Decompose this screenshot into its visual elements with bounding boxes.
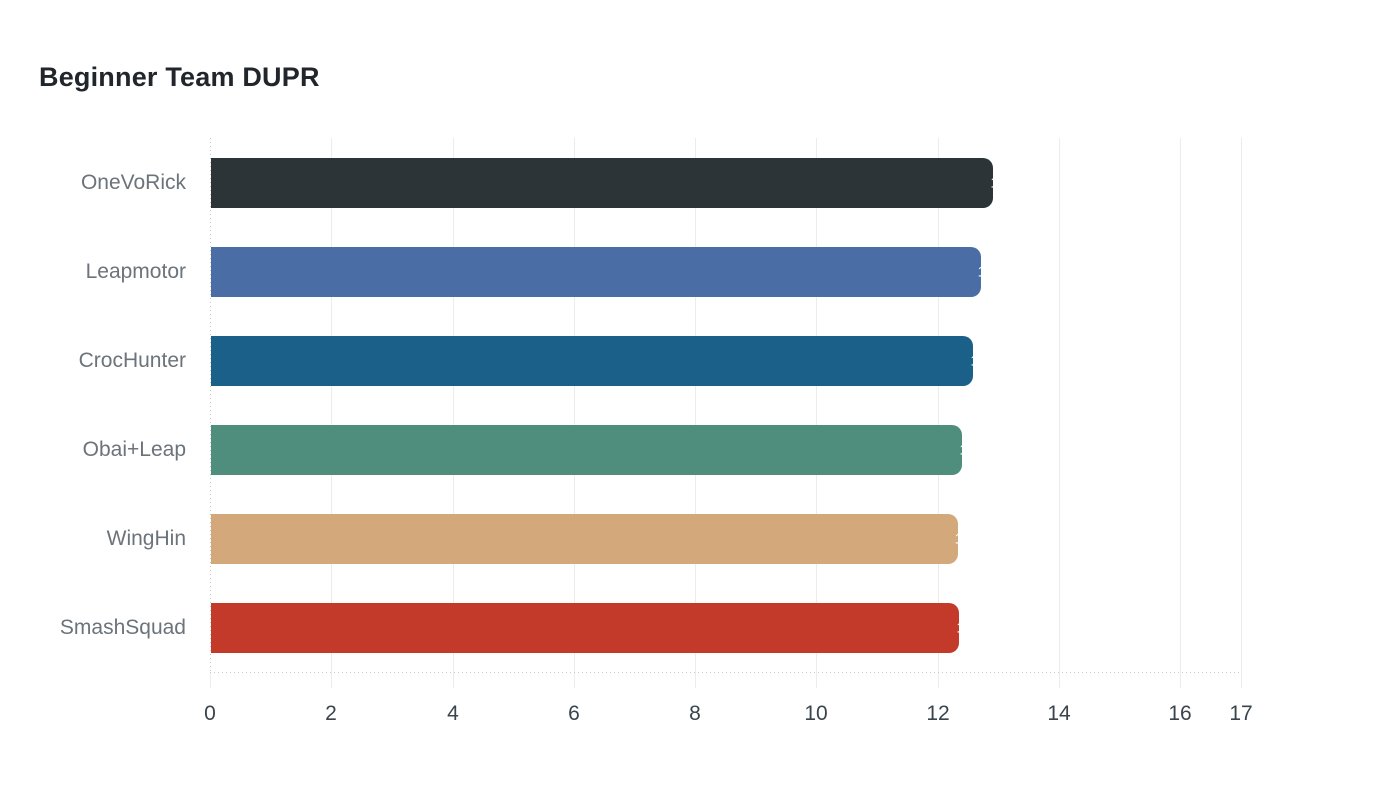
axis-tick bbox=[210, 672, 211, 688]
bar-OneVoRick: 12.90 bbox=[211, 157, 994, 208]
gridline bbox=[453, 138, 454, 688]
x-axis-tick-labels: 0 2 4 6 8 10 12 14 16 17 bbox=[204, 672, 1253, 732]
x-tick-label: 16 bbox=[1168, 702, 1192, 725]
plot-area: 12.90 12.69 12.57 12.39 12.31 12.34 bbox=[210, 138, 1242, 688]
bar-SmashSquad: 12.34 bbox=[211, 602, 960, 653]
bar-Leapmotor: 12.69 bbox=[211, 246, 981, 297]
x-tick-label: 12 bbox=[926, 702, 950, 725]
gridline bbox=[695, 138, 696, 688]
bar-value-label: 12.39 bbox=[959, 441, 962, 458]
bar-WingHin: 12.31 bbox=[211, 513, 958, 564]
category-label: Leapmotor bbox=[85, 259, 186, 283]
x-tick-label: 8 bbox=[689, 702, 701, 725]
category-label: OneVoRick bbox=[80, 170, 186, 194]
bar-value-label: 12.69 bbox=[978, 263, 981, 280]
zero-axis-line bbox=[210, 138, 211, 672]
bar-CrocHunter: 12.57 bbox=[211, 335, 974, 386]
category-label: Obai+Leap bbox=[82, 437, 186, 461]
chart-title: Beginner Team DUPR bbox=[39, 62, 320, 92]
gridline bbox=[331, 138, 332, 688]
gridline bbox=[1180, 138, 1181, 688]
bar-value-label: 12.34 bbox=[956, 619, 959, 636]
bar-value-label: 12.31 bbox=[955, 530, 958, 547]
gridline bbox=[1241, 138, 1242, 688]
category-label: WingHin bbox=[106, 526, 186, 550]
category-label: SmashSquad bbox=[59, 615, 186, 639]
x-tick-label: 4 bbox=[447, 702, 459, 725]
gridline bbox=[816, 138, 817, 688]
gridline bbox=[938, 138, 939, 688]
bar-Obai+Leap: 12.39 bbox=[211, 424, 963, 475]
x-tick-label: 0 bbox=[204, 702, 216, 725]
gridline bbox=[574, 138, 575, 688]
x-axis-baseline bbox=[210, 672, 1241, 673]
x-tick-label: 2 bbox=[325, 702, 337, 725]
bar-value-label: 12.57 bbox=[970, 352, 973, 369]
x-tick-label: 14 bbox=[1047, 702, 1071, 725]
x-tick-label: 6 bbox=[568, 702, 580, 725]
x-tick-label: 10 bbox=[804, 702, 828, 725]
x-tick-label: 17 bbox=[1229, 702, 1253, 725]
category-label: CrocHunter bbox=[78, 348, 186, 372]
y-axis-category-labels: OneVoRick Leapmotor CrocHunter Obai+Leap Win… bbox=[0, 138, 186, 672]
bar-value-label: 12.90 bbox=[990, 174, 993, 191]
gridline bbox=[1059, 138, 1060, 688]
